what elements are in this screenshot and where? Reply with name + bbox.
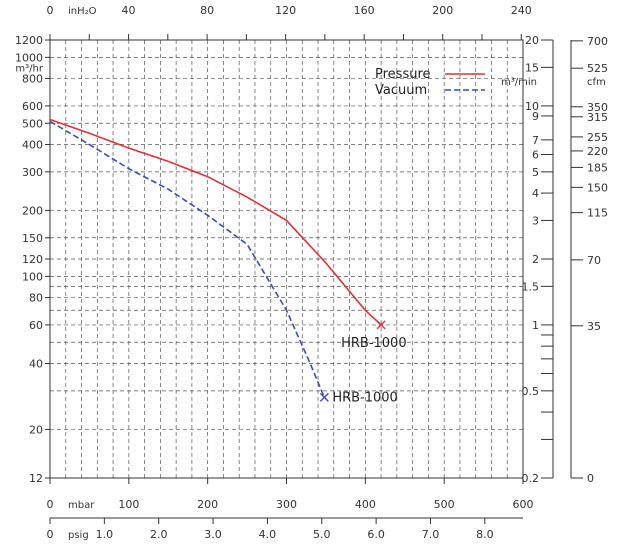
right-axis-2-tick-label: 220 [587, 145, 608, 158]
left-axis-label: m³/hr [15, 63, 43, 74]
left-axis-tick-label: 60 [29, 319, 43, 332]
right-axis-1-tick-label: 4 [532, 187, 539, 200]
legend-pressure-label: Pressure [375, 67, 431, 82]
right-axis-1-label: m³/min [501, 77, 537, 88]
right-axis-1-tick-label: 0.2 [522, 472, 540, 485]
left-axis-tick-label: 120 [22, 253, 43, 266]
right-axis-1-tick-label: 10 [525, 100, 539, 113]
top-axis-tick-label: 160 [354, 4, 375, 17]
series-pressure-line [49, 118, 382, 326]
right-axis-1-tick-label: 7 [532, 134, 539, 147]
left-axis-tick-label: 1200 [15, 34, 43, 47]
top-axis-tick-label: 40 [122, 4, 136, 17]
bottom-axis-1-tick-label: 500 [434, 498, 455, 511]
right-axis-2-label: cfm [587, 77, 606, 88]
bottom-axis-2-tick-label: 0 [47, 528, 54, 541]
top-axis-label: inH₂O [68, 6, 97, 17]
grid [50, 40, 523, 478]
top-axis-tick-label: 200 [432, 4, 453, 17]
series-vacuum-label: HRB-1000 [332, 390, 398, 405]
right-axis-1-tick-label: 1.5 [522, 280, 540, 293]
right-axis-1-tick-label: 5 [532, 166, 539, 179]
left-axis-tick-label: 600 [22, 100, 43, 113]
series-pressure-label: HRB-1000 [341, 336, 407, 351]
bottom-axis-1-tick-label: 400 [355, 498, 376, 511]
bottom-axis-2-label: psig [68, 530, 89, 541]
right-axis-2-tick-label: 35 [587, 320, 601, 333]
right-axis-2-tick-label: 525 [587, 62, 608, 75]
right-axis-2-tick-label: 70 [587, 254, 601, 267]
right-axis-1-tick-label: 15 [525, 61, 539, 74]
left-axis-tick-label: 80 [29, 292, 43, 305]
left-axis-tick-label: 100 [22, 270, 43, 283]
series-vacuum-end-marker [319, 392, 329, 402]
right-axis-1-tick-label: 2 [532, 253, 539, 266]
series [49, 118, 386, 402]
bottom-axis-1-tick-label: 100 [118, 498, 139, 511]
bottom-axis-2-tick-label: 4.0 [259, 528, 277, 541]
top-axis-tick-label: 80 [200, 4, 214, 17]
left-axis-tick-label: 800 [22, 73, 43, 86]
right-axis-1-tick-label: 6 [532, 149, 539, 162]
left-axis-tick-label: 200 [22, 204, 43, 217]
series-vacuum-line [49, 120, 326, 398]
right-axis-2-tick-label: 700 [587, 35, 608, 48]
bottom-axis-1-label: mbar [68, 500, 95, 511]
right-axis-2-tick-label: 150 [587, 181, 608, 194]
left-axis-tick-label: 150 [22, 232, 43, 245]
top-axis-tick-label: 0 [47, 4, 54, 17]
axes [45, 34, 583, 524]
right-axis-1-tick-label: 9 [532, 110, 539, 123]
bottom-axis-2-tick-label: 6.0 [367, 528, 385, 541]
bottom-axis-2-tick-label: 2.0 [150, 528, 168, 541]
right-axis-2-tick-label: 255 [587, 131, 608, 144]
right-axis-2-tick-label: 185 [587, 161, 608, 174]
bottom-axis-1-tick-label: 300 [276, 498, 297, 511]
axis-labels: 1200100080060050040030020015012010080604… [15, 4, 608, 541]
bottom-axis-1-tick-label: 600 [513, 498, 534, 511]
right-axis-1-tick-label: 1 [532, 319, 539, 332]
right-axis-2-tick-label: 315 [587, 111, 608, 124]
right-axis-1-tick-label: 0.5 [522, 385, 540, 398]
right-axis-2-tick-label: 350 [587, 101, 608, 114]
bottom-axis-2-tick-label: 5.0 [313, 528, 331, 541]
left-axis-tick-label: 500 [22, 117, 43, 130]
left-axis-tick-label: 400 [22, 138, 43, 151]
left-axis-tick-label: 300 [22, 166, 43, 179]
right-axis-2-tick-label: 115 [587, 207, 608, 220]
left-axis-tick-label: 20 [29, 423, 43, 436]
top-axis-tick-label: 120 [275, 4, 296, 17]
bottom-axis-2-tick-label: 1.0 [96, 528, 114, 541]
left-axis-tick-label: 40 [29, 357, 43, 370]
right-axis-2-tick-label: 0 [587, 472, 594, 485]
series-pressure-end-marker [376, 320, 386, 330]
legend-vacuum-label: Vacuum [375, 83, 427, 98]
right-axis-1-tick-label: 3 [532, 214, 539, 227]
right-axis-1-tick-label: 20 [525, 34, 539, 47]
top-axis-tick-label: 240 [511, 4, 532, 17]
left-axis-tick-label: 12 [29, 472, 43, 485]
bottom-axis-2-tick-label: 8.0 [476, 528, 494, 541]
bottom-axis-1-tick-label: 0 [47, 498, 54, 511]
bottom-axis-2-tick-label: 7.0 [422, 528, 440, 541]
bottom-axis-1-tick-label: 200 [197, 498, 218, 511]
left-axis-tick-label: 1000 [15, 51, 43, 64]
bottom-axis-2-tick-label: 3.0 [204, 528, 222, 541]
